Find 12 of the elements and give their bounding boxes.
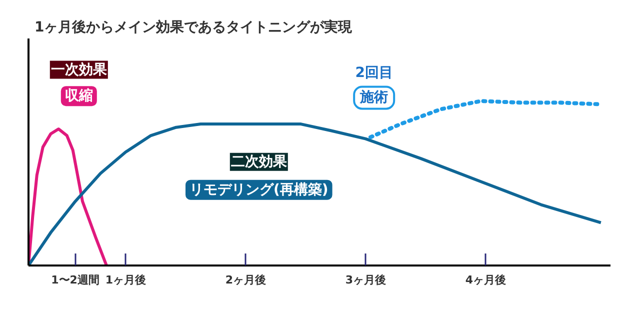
annotation: リモデリング(再構築) — [190, 182, 328, 198]
annotation: 施術 — [359, 90, 388, 106]
chart-title: 1ヶ月後からメイン効果であるタイトニングが実現 — [34, 18, 354, 36]
annotation: 二次効果 — [230, 154, 288, 170]
x-tick-label: 1〜2週間 — [51, 274, 100, 286]
x-tick-label: 3ヶ月後 — [345, 274, 386, 286]
x-tick-label: 4ヶ月後 — [465, 274, 506, 286]
text: 2回目 — [355, 65, 393, 82]
annotation: 収縮 — [64, 87, 93, 104]
x-tick-label: 1ヶ月後 — [105, 274, 146, 286]
x-tick-label: 2ヶ月後 — [225, 274, 266, 286]
text: 一次効果 — [50, 62, 108, 78]
